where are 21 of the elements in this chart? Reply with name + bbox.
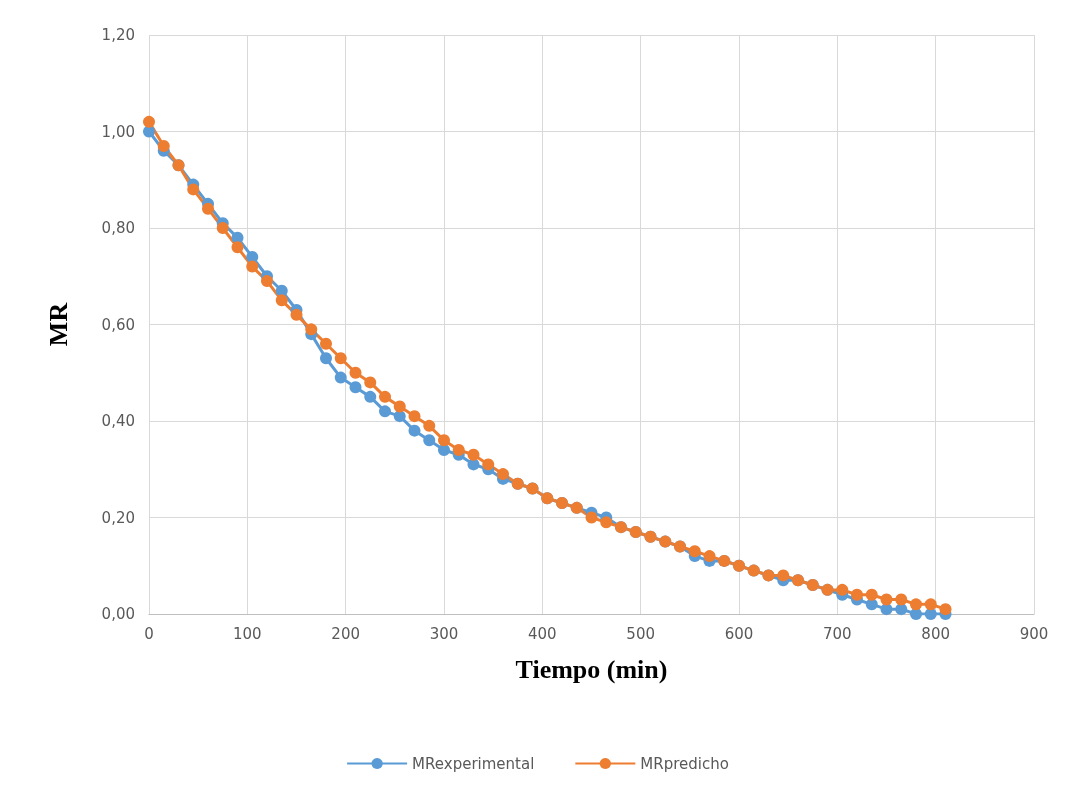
y-tick-label: 1,20 [101,26,135,44]
y-tick-label: 0,00 [101,605,135,623]
y-tick-label: 0,80 [101,219,135,237]
x-tick-label: 100 [233,624,262,643]
x-tick-label: 900 [1019,624,1049,643]
x-tick-label: 200 [331,624,360,643]
y-tick-label: 0,40 [101,412,135,430]
x-tick-label: 0 [144,624,154,643]
legend-label: MRexperimental [412,754,535,773]
x-tick-label: 800 [921,624,950,643]
x-tick-label: 700 [823,624,852,643]
x-tick-label: 300 [429,624,459,643]
y-tick-label: 1,00 [101,122,135,141]
y-axis-title: MR [43,302,73,347]
x-tick-label: 400 [528,624,557,643]
y-tick-label: 0,20 [101,508,135,527]
legend-label: MRpredicho [640,754,729,773]
x-tick-label: 600 [724,624,754,643]
x-axis-title: Tiempo (min) [515,654,668,684]
x-tick-label: 500 [626,624,655,643]
y-tick-label: 0,60 [101,315,135,334]
